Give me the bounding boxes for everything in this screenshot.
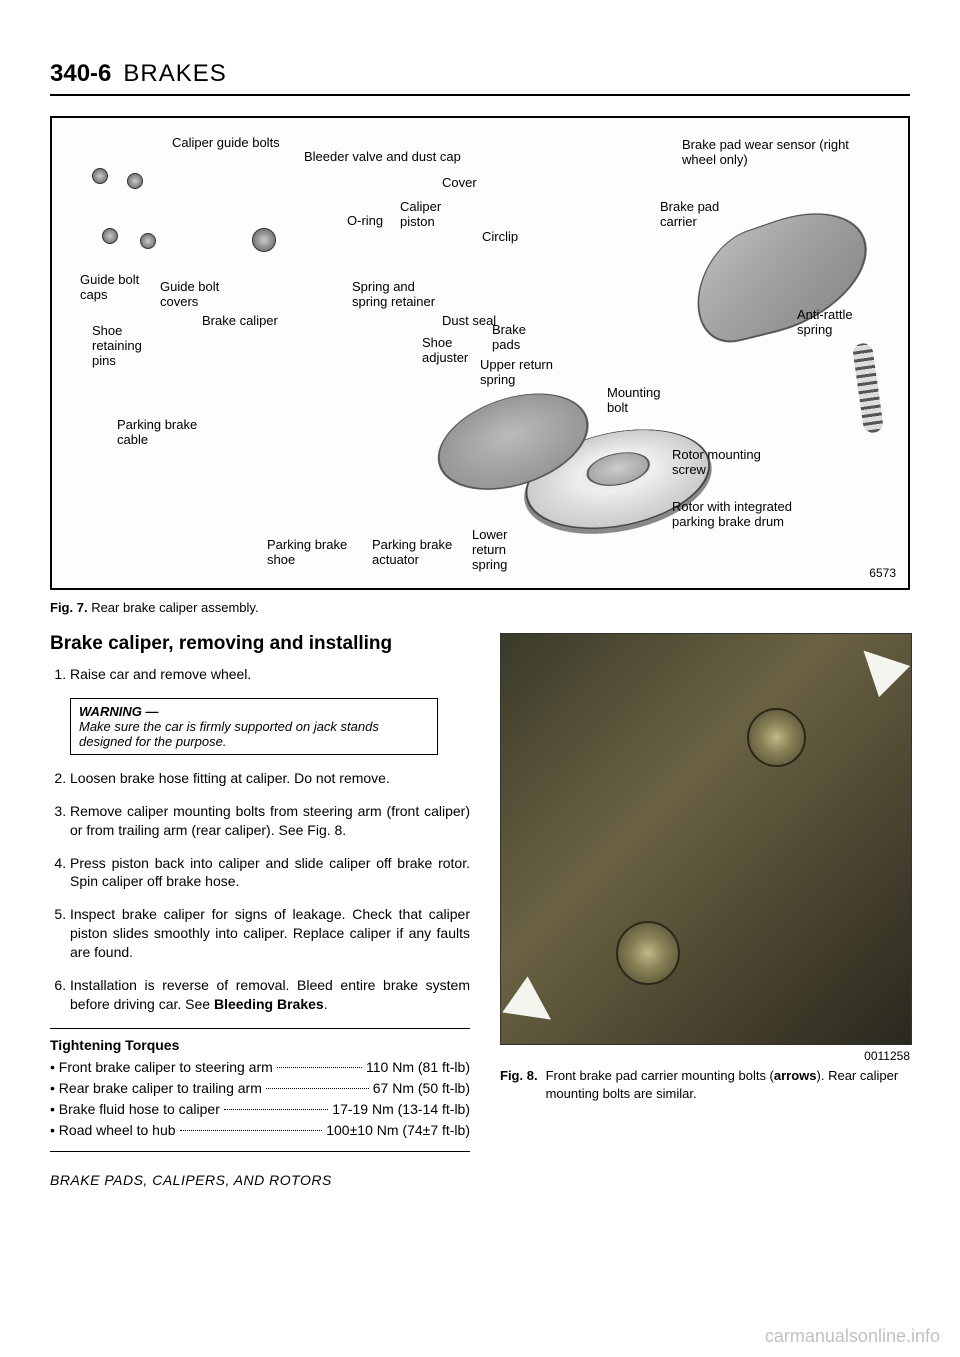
step-2: Loosen brake hose fitting at caliper. Do… xyxy=(70,769,470,788)
label-parking-brake-cable: Parking brake cable xyxy=(117,418,217,448)
label-brake-pads: Brake pads xyxy=(492,323,542,353)
label-caliper-piston: Caliper piston xyxy=(400,200,460,230)
torque-value: 100±10 Nm (74±7 ft-lb) xyxy=(326,1120,470,1141)
bolt-shape xyxy=(127,173,143,189)
dots xyxy=(180,1120,323,1131)
footer-section-title: BRAKE PADS, CALIPERS, AND ROTORS xyxy=(50,1172,470,1188)
steps-list: Raise car and remove wheel. xyxy=(50,665,470,684)
warning-body: Make sure the car is firmly supported on… xyxy=(79,719,429,749)
step-6c: . xyxy=(324,996,328,1012)
label-caliper-guide-bolts: Caliper guide bolts xyxy=(172,136,280,151)
dots xyxy=(277,1057,362,1068)
label-circlip: Circlip xyxy=(482,230,518,245)
label-rotor-mounting-screw: Rotor mounting screw xyxy=(672,448,792,478)
steps-list-cont: Loosen brake hose fitting at caliper. Do… xyxy=(50,769,470,1014)
label-brake-pad-carrier: Brake pad carrier xyxy=(660,200,740,230)
torque-row: • Front brake caliper to steering arm 11… xyxy=(50,1057,470,1078)
torque-label: • Front brake caliper to steering arm xyxy=(50,1057,273,1078)
torque-label: • Brake fluid hose to caliper xyxy=(50,1099,220,1120)
label-guide-bolt-covers: Guide bolt covers xyxy=(160,280,230,310)
bolt-head-shape xyxy=(747,708,806,767)
label-cover: Cover xyxy=(442,176,477,191)
torque-value: 110 Nm (81 ft-lb) xyxy=(366,1057,470,1078)
fig8-a: Front brake pad carrier mounting bolts ( xyxy=(546,1068,774,1083)
step-3: Remove caliper mounting bolts from steer… xyxy=(70,802,470,840)
bolt-shape xyxy=(92,168,108,184)
label-shoe-retaining-pins: Shoe retaining pins xyxy=(92,324,162,369)
step-1: Raise car and remove wheel. xyxy=(70,665,470,684)
torque-label: • Rear brake caliper to trailing arm xyxy=(50,1078,262,1099)
label-spring-retainer: Spring and spring retainer xyxy=(352,280,442,310)
fig8-caption-label: Fig. 8. xyxy=(500,1067,538,1102)
fig8-caption-text: Front brake pad carrier mounting bolts (… xyxy=(546,1067,910,1102)
watermark: carmanualsonline.info xyxy=(765,1326,940,1347)
warning-box: WARNING — Make sure the car is firmly su… xyxy=(70,698,438,755)
left-column: Brake caliper, removing and installing R… xyxy=(50,633,470,1188)
label-parking-brake-actuator: Parking brake actuator xyxy=(372,538,472,568)
tt-sep-top xyxy=(50,1028,470,1029)
torque-row: • Brake fluid hose to caliper 17-19 Nm (… xyxy=(50,1099,470,1120)
torque-value: 17-19 Nm (13-14 ft-lb) xyxy=(332,1099,470,1120)
label-dust-seal: Dust seal xyxy=(442,314,496,329)
fig7-caption-label: Fig. 7. xyxy=(50,600,88,615)
anti-rattle-spring-shape xyxy=(852,342,884,434)
torque-row: • Rear brake caliper to trailing arm 67 … xyxy=(50,1078,470,1099)
page-title: BRAKES xyxy=(123,60,226,88)
step-4: Press piston back into caliper and slide… xyxy=(70,854,470,892)
bolt-head-shape xyxy=(616,921,680,985)
fig8-ref-number: 0011258 xyxy=(500,1049,910,1063)
step-6: Installation is reverse of removal. Blee… xyxy=(70,976,470,1014)
label-mounting-bolt: Mounting bolt xyxy=(607,386,677,416)
right-column: 0011258 Fig. 8. Front brake pad carrier … xyxy=(500,633,910,1102)
label-lower-return-spring: Lower return spring xyxy=(472,528,532,573)
label-brake-caliper: Brake caliper xyxy=(202,314,278,329)
bolt-shape xyxy=(140,233,156,249)
oring-shape xyxy=(252,228,276,252)
header-rule xyxy=(50,94,910,96)
label-oring: O-ring xyxy=(347,214,383,229)
torques-title: Tightening Torques xyxy=(50,1037,470,1053)
step-5: Inspect brake caliper for signs of leaka… xyxy=(70,905,470,962)
fig7-ref-number: 6573 xyxy=(869,566,896,580)
fig8-photo xyxy=(500,633,912,1045)
label-upper-return-spring: Upper return spring xyxy=(480,358,570,388)
arrow-icon xyxy=(502,976,563,1037)
section-title: Brake caliper, removing and installing xyxy=(50,633,470,655)
label-rotor-with-drum: Rotor with integrated parking brake drum xyxy=(672,500,802,530)
step-6b: Bleeding Brakes xyxy=(214,996,324,1012)
page-header: 340-6 BRAKES xyxy=(50,60,910,88)
dots xyxy=(224,1099,328,1110)
warning-title: WARNING — xyxy=(79,704,429,719)
fig8-caption: Fig. 8. Front brake pad carrier mounting… xyxy=(500,1067,910,1102)
torque-row: • Road wheel to hub 100±10 Nm (74±7 ft-l… xyxy=(50,1120,470,1141)
label-parking-brake-shoe: Parking brake shoe xyxy=(267,538,367,568)
bolt-shape xyxy=(102,228,118,244)
fig8-b: arrows xyxy=(774,1068,817,1083)
label-guide-bolt-caps: Guide bolt caps xyxy=(80,273,140,303)
label-brake-pad-wear-sensor: Brake pad wear sensor (right wheel only) xyxy=(682,138,852,168)
label-anti-rattle-spring: Anti-rattle spring xyxy=(797,308,867,338)
arrow-icon xyxy=(848,635,910,697)
page-number: 340-6 xyxy=(50,60,111,88)
label-shoe-adjuster: Shoe adjuster xyxy=(422,336,482,366)
tt-sep-bottom xyxy=(50,1151,470,1152)
torque-label: • Road wheel to hub xyxy=(50,1120,176,1141)
page: 340-6 BRAKES Caliper guide bolts Bleeder… xyxy=(0,0,960,1357)
torques-list: • Front brake caliper to steering arm 11… xyxy=(50,1057,470,1141)
dots xyxy=(266,1078,369,1089)
fig7-diagram: Caliper guide bolts Bleeder valve and du… xyxy=(50,116,910,590)
label-bleeder-valve: Bleeder valve and dust cap xyxy=(304,150,461,165)
fig7-caption: Fig. 7. Rear brake caliper assembly. xyxy=(50,600,910,615)
torque-value: 67 Nm (50 ft-lb) xyxy=(373,1078,470,1099)
fig7-caption-text: Rear brake caliper assembly. xyxy=(91,600,258,615)
